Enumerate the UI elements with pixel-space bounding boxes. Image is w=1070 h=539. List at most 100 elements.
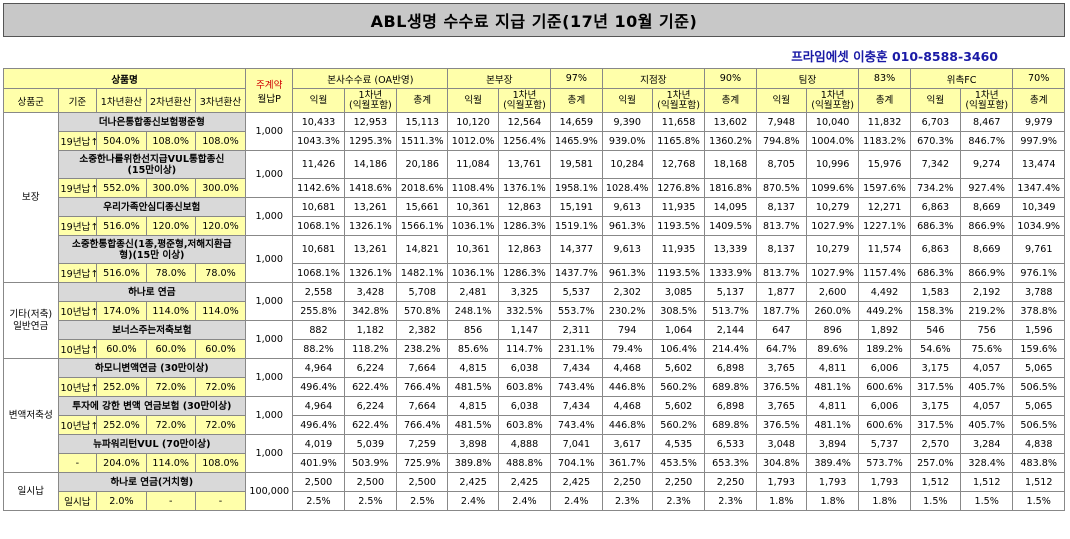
header-sub-col: 총계 (1012, 88, 1065, 113)
header-sub-col: 익월 (909, 88, 962, 113)
commission-percent: 766.4% (396, 377, 449, 397)
commission-percent: 1465.9% (550, 131, 603, 151)
commission-percent: 573.7% (858, 453, 911, 473)
commission-amount: 13,602 (704, 112, 757, 132)
commission-percent: 1286.3% (497, 263, 552, 283)
conversion-rate: 72.0% (194, 377, 247, 397)
commission-percent: 1.8% (858, 491, 911, 511)
commission-amount: 1,793 (755, 472, 807, 492)
commission-amount: 6,038 (497, 358, 552, 378)
commission-amount: 10,349 (1012, 197, 1065, 217)
commission-percent: 743.4% (550, 415, 603, 435)
commission-percent: 1276.8% (651, 178, 706, 198)
commission-amount: 7,434 (550, 358, 603, 378)
commission-percent: 2.5% (396, 491, 449, 511)
commission-percent: 513.7% (704, 301, 757, 321)
commission-amount: 4,838 (1012, 434, 1065, 454)
commission-amount: 7,434 (550, 396, 603, 416)
commission-amount: 13,261 (343, 197, 398, 217)
commission-amount: 3,048 (755, 434, 807, 454)
commission-amount: 12,271 (858, 197, 911, 217)
commission-percent: 481.5% (447, 377, 499, 397)
commission-percent: 1376.1% (497, 178, 552, 198)
commission-amount: 13,474 (1012, 150, 1065, 179)
commission-percent: 670.3% (909, 131, 962, 151)
commission-amount: 11,935 (651, 197, 706, 217)
commission-amount: 5,602 (651, 396, 706, 416)
commission-amount: 2,382 (396, 320, 449, 340)
commission-percent: 1108.4% (447, 178, 499, 198)
commission-amount: 10,681 (292, 197, 345, 217)
commission-amount: 5,137 (704, 282, 757, 302)
commission-percent: 686.3% (909, 263, 962, 283)
commission-amount: 10,120 (447, 112, 499, 132)
commission-percent: 64.7% (755, 339, 807, 359)
commission-amount: 6,224 (343, 396, 398, 416)
pay-basis: 10년납↑ (57, 415, 98, 435)
header-section-pct: 83% (858, 68, 911, 89)
commission-amount: 3,175 (909, 396, 962, 416)
commission-percent: 342.8% (343, 301, 398, 321)
commission-percent: 361.7% (601, 453, 653, 473)
commission-amount: 8,705 (755, 150, 807, 179)
product-rate-row: 일시납 2.0% - -2.5% 2.5% 2.5% 2.4% 2.4% 2.4% 2.3% 2.3… (4, 491, 1065, 511)
conversion-rate: 60.0% (194, 339, 247, 359)
commission-amount: 3,898 (447, 434, 499, 454)
commission-amount: 12,564 (497, 112, 552, 132)
commission-amount: 7,664 (396, 358, 449, 378)
commission-amount: 3,325 (497, 282, 552, 302)
commission-percent: 506.5% (1012, 415, 1065, 435)
conversion-rate: 72.0% (145, 377, 196, 397)
commission-percent: 1165.8% (651, 131, 706, 151)
commission-amount: 4,811 (805, 358, 860, 378)
monthly-premium: 1,000 (245, 235, 294, 283)
commission-percent: 1.8% (805, 491, 860, 511)
pay-basis: 10년납↑ (57, 339, 98, 359)
commission-percent: 481.1% (805, 377, 860, 397)
commission-amount: 12,863 (497, 197, 552, 217)
commission-percent: 88.2% (292, 339, 345, 359)
commission-percent: 1409.5% (704, 216, 757, 236)
page-title: ABL생명 수수료 지급 기준(17년 10월 기준) (370, 12, 698, 31)
pay-basis: 19년납↑ (57, 263, 98, 283)
commission-percent: 1511.3% (396, 131, 449, 151)
commission-percent: 961.3% (601, 216, 653, 236)
commission-percent: 560.2% (651, 377, 706, 397)
commission-amount: 10,681 (292, 235, 345, 264)
product-name: 더나은통합종신보험평준형 (57, 112, 247, 132)
commission-percent: 1012.0% (447, 131, 499, 151)
commission-amount: 4,964 (292, 358, 345, 378)
commission-percent: 1286.3% (497, 216, 552, 236)
product-rate-row: 19년납↑ 504.0% 108.0% 108.0% 1043.3% 1295.3% 151… (4, 131, 1065, 151)
commission-percent: 1519.1% (550, 216, 603, 236)
commission-percent: 1.5% (909, 491, 962, 511)
commission-percent: 603.8% (497, 415, 552, 435)
monthly-premium: 1,000 (245, 197, 294, 236)
commission-amount: 11,084 (447, 150, 499, 179)
commission-amount: 856 (447, 320, 499, 340)
commission-amount: 14,186 (343, 150, 398, 179)
commission-percent: 600.6% (858, 377, 911, 397)
commission-percent: 603.8% (497, 377, 552, 397)
commission-amount: 4,964 (292, 396, 345, 416)
commission-amount: 1,583 (909, 282, 962, 302)
commission-percent: 622.4% (343, 377, 398, 397)
commission-percent: 961.3% (601, 263, 653, 283)
commission-percent: 1043.3% (292, 131, 345, 151)
commission-amount: 6,533 (704, 434, 757, 454)
commission-amount: 5,737 (858, 434, 911, 454)
commission-percent: 689.8% (704, 377, 757, 397)
commission-percent: 189.2% (858, 339, 911, 359)
commission-percent: 376.5% (755, 415, 807, 435)
monthly-premium: 1,000 (245, 150, 294, 198)
commission-amount: 2,250 (601, 472, 653, 492)
product-row: 소중한통합종신(1종,평준형,저해지환급 형)(15만 이상) 1,000 10,68… (4, 235, 1065, 283)
commission-percent: 1027.9% (805, 263, 860, 283)
commission-amount: 7,948 (755, 112, 807, 132)
commission-amount: 13,761 (497, 150, 552, 179)
conversion-rate: 108.0% (194, 131, 247, 151)
header-sub-col: 1차년 (익월포함) (960, 88, 1014, 113)
commission-amount: 12,953 (343, 112, 398, 132)
commission-percent: 813.7% (755, 263, 807, 283)
product-row: 보너스주는저축보험 1,000 882 1,182 2,382 856 1,147 2,311… (4, 320, 1065, 359)
